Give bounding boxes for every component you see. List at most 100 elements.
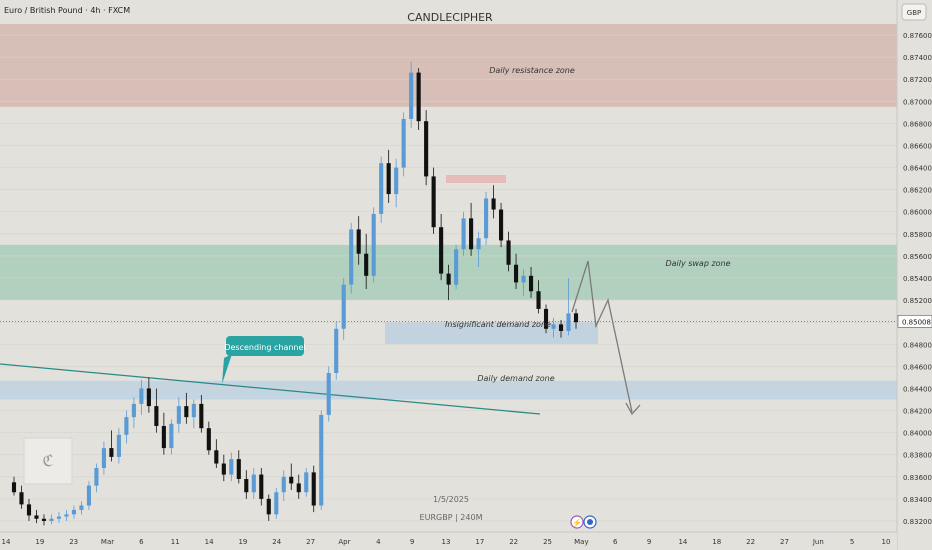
candle[interactable] (26, 498, 32, 521)
candle[interactable] (86, 481, 91, 510)
zone-0[interactable] (0, 24, 897, 107)
watermark-date: 1/5/2025 (433, 495, 469, 504)
candle[interactable] (49, 514, 54, 525)
candle[interactable] (139, 379, 144, 415)
price-axis[interactable]: 0.87600 0.87400 0.87200 0.87000 0.86800 0.866… (896, 0, 932, 550)
candle[interactable] (56, 512, 62, 524)
candle[interactable] (289, 463, 294, 491)
descending-channel-line[interactable] (0, 363, 541, 415)
candle[interactable] (169, 419, 174, 455)
candle[interactable] (386, 149, 391, 203)
candle[interactable] (379, 156, 384, 223)
candle[interactable] (536, 280, 541, 314)
candle[interactable] (109, 430, 114, 462)
candle[interactable] (424, 110, 429, 186)
candle[interactable] (491, 185, 496, 219)
candle[interactable] (528, 266, 534, 298)
candle[interactable] (521, 269, 526, 296)
candle[interactable] (566, 278, 571, 336)
candle[interactable] (401, 112, 406, 177)
candle[interactable] (513, 253, 519, 290)
candle[interactable] (454, 244, 459, 290)
candle[interactable] (221, 454, 226, 482)
candle[interactable] (11, 476, 17, 496)
candle[interactable] (319, 410, 324, 510)
candle[interactable] (558, 319, 564, 338)
candle[interactable] (131, 397, 136, 429)
candle[interactable] (116, 428, 121, 464)
time-tick-19: 9 (647, 538, 651, 546)
candle[interactable] (199, 395, 204, 433)
price-tick-19: 0.83800 (903, 452, 932, 460)
candle[interactable] (371, 207, 376, 283)
candle[interactable] (214, 439, 219, 468)
candle[interactable] (573, 308, 579, 329)
candle[interactable] (71, 505, 77, 519)
price-tick-9: 0.85800 (903, 231, 932, 239)
candle[interactable] (236, 450, 241, 484)
swap-zone-label: Daily swap zone (665, 259, 730, 268)
candle[interactable] (146, 377, 151, 413)
time-tick-7: 19 (238, 538, 247, 546)
candle[interactable] (259, 467, 264, 506)
candle[interactable] (176, 397, 181, 433)
time-axis[interactable]: 14 19 23 Mar 6 11 14 19 24 27 Apr 4 9 13 17 22 25 May 6 9 14… (0, 531, 897, 550)
lightning-icon[interactable] (570, 515, 584, 529)
candle[interactable] (266, 494, 271, 521)
candle[interactable] (499, 202, 504, 248)
candle[interactable] (64, 509, 69, 521)
candle[interactable] (506, 231, 511, 272)
candle[interactable] (476, 231, 481, 267)
candle[interactable] (551, 317, 556, 338)
candle[interactable] (356, 216, 361, 265)
candle[interactable] (281, 470, 286, 502)
candle[interactable] (326, 366, 331, 422)
zone-3[interactable] (0, 380, 897, 400)
candle[interactable] (229, 452, 234, 482)
candle[interactable] (364, 233, 369, 290)
candle[interactable] (154, 388, 159, 433)
candle[interactable] (484, 191, 489, 245)
candle[interactable] (41, 514, 47, 526)
header-bar (0, 0, 932, 24)
candle[interactable] (543, 304, 549, 334)
candle[interactable] (469, 202, 474, 256)
currency-button[interactable]: GBP (901, 3, 927, 21)
local-resistance-marker[interactable] (446, 175, 506, 183)
candle[interactable] (311, 465, 316, 513)
candle[interactable] (341, 278, 346, 340)
price-tick-8: 0.86000 (903, 209, 932, 217)
symbol-title[interactable]: Euro / British Pound · 4h · FXCM (4, 6, 130, 15)
candle[interactable] (251, 467, 256, 499)
candle[interactable] (244, 470, 249, 499)
candle[interactable] (416, 68, 421, 131)
candle[interactable] (409, 61, 414, 128)
candle[interactable] (206, 421, 211, 455)
descending-channel-callout[interactable]: Descending channel (222, 336, 306, 384)
candle[interactable] (161, 412, 166, 455)
candle[interactable] (94, 463, 99, 493)
candle[interactable] (34, 509, 39, 524)
candle[interactable] (296, 474, 301, 499)
candle[interactable] (446, 264, 451, 301)
bottom-badges[interactable]: ⚡ (570, 515, 597, 529)
candle[interactable] (394, 158, 399, 208)
candle[interactable] (101, 441, 106, 475)
candle[interactable] (19, 485, 24, 509)
time-tick-16: 25 (543, 538, 552, 546)
candle[interactable] (184, 392, 189, 424)
candle[interactable] (124, 410, 129, 444)
candle[interactable] (349, 222, 354, 294)
candle[interactable] (79, 501, 84, 515)
candle[interactable] (334, 322, 339, 380)
arrow-head-icon (625, 402, 641, 416)
candle[interactable] (461, 211, 466, 256)
candle[interactable] (274, 487, 279, 519)
candle[interactable] (439, 213, 444, 281)
candle[interactable] (431, 167, 436, 234)
candle[interactable] (304, 467, 309, 497)
projection-path[interactable] (571, 260, 641, 416)
candle[interactable] (191, 399, 196, 429)
